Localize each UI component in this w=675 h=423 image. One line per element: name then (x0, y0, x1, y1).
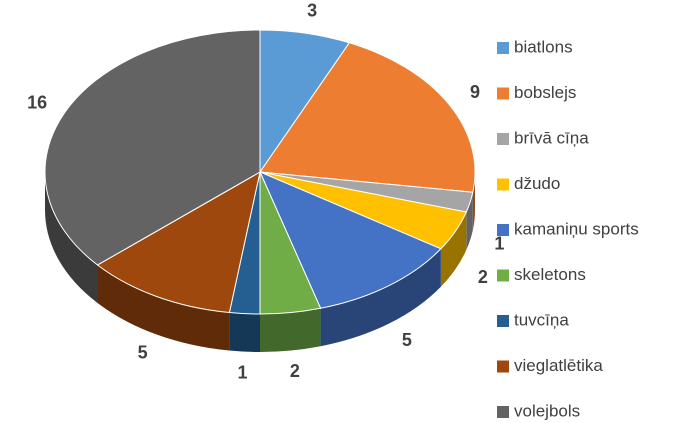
pie-slice (96, 171, 261, 314)
pie-slice-side (440, 212, 467, 287)
legend-swatch (497, 269, 509, 282)
legend-label: vieglatlētika (514, 356, 603, 375)
data-label: 3 (307, 0, 317, 20)
legend-swatch (497, 224, 509, 236)
pie-slice-side (320, 248, 441, 347)
legend-swatch (497, 406, 509, 418)
legend-label: bobslejs (514, 83, 576, 102)
legend-swatch (497, 133, 509, 145)
pie-slice-side (229, 312, 260, 352)
pie-slice-side (260, 308, 321, 352)
data-label: 2 (478, 267, 488, 287)
legend-swatch (497, 178, 509, 191)
data-label: 5 (402, 330, 412, 350)
data-label: 2 (290, 361, 300, 381)
legend-label: biatlons (514, 37, 573, 56)
pie-slice-side (97, 264, 230, 351)
pie-slice (44, 29, 261, 266)
legend-swatch (497, 360, 509, 373)
legend-label: džudo (514, 174, 560, 193)
pie-slice (259, 171, 442, 309)
pie-slice-side (45, 172, 98, 303)
legend-label: skeletons (514, 265, 586, 284)
legend-label: tuvcīņa (514, 310, 569, 329)
legend-swatch (497, 42, 509, 54)
pie-slice-side (466, 192, 473, 251)
data-label: 5 (138, 343, 148, 363)
data-label: 1 (238, 362, 248, 382)
pie-slice (259, 42, 476, 193)
legend-label: brīvā cīņa (514, 128, 589, 147)
pie-slice-side (472, 172, 475, 231)
legend-swatch (497, 315, 509, 327)
legend-label: kamaniņu sports (514, 219, 639, 238)
data-label: 1 (494, 234, 504, 254)
data-label: 9 (470, 82, 480, 102)
legend-swatch (497, 87, 509, 100)
data-label: 16 (27, 93, 47, 113)
legend-label: volejbols (514, 401, 580, 420)
